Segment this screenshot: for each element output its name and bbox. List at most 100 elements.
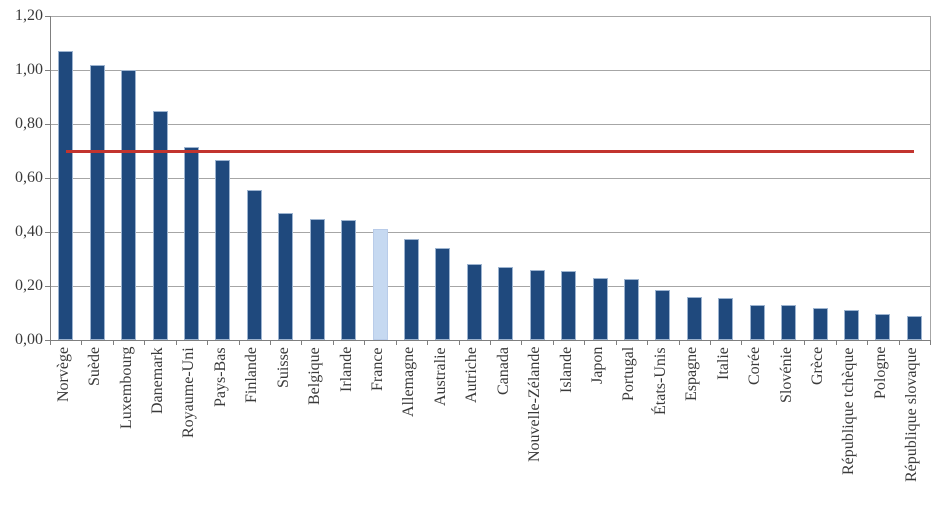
bar-suede [89,64,105,340]
y-axis-tick [45,16,50,17]
bar-portugal [623,279,639,340]
bar-irlande [341,219,357,340]
x-axis-label: Autriche [463,347,481,403]
x-axis-label: France [369,347,386,391]
bar-australie [435,248,451,340]
bar-france [372,229,388,340]
x-axis-tick [867,340,869,345]
gridline [50,177,930,179]
plot-right-border [930,16,931,340]
x-axis-tick [238,340,240,345]
x-axis-tick [930,340,931,345]
y-axis-tick [45,178,50,179]
y-axis-tick-label: 0,80 [15,115,43,132]
x-axis-label: Italie [714,347,732,380]
bar-italie [718,298,734,340]
x-axis-tick [835,340,837,345]
y-axis-tick-label: 0,40 [15,223,43,240]
bar-pays-bas [215,160,231,340]
bar-nouvelle-zelande [529,269,545,340]
y-axis-tick-label: 0,20 [15,277,43,294]
x-axis-label: Nouvelle-Zélande [526,347,544,463]
x-axis-label: Suède [86,347,104,387]
x-axis-tick [112,340,114,345]
x-axis-line [50,340,931,341]
gridline [50,69,930,71]
x-axis-label: Portugal [620,347,638,402]
x-axis-tick [741,340,743,345]
x-axis-tick [364,340,366,345]
gridline [50,123,930,125]
x-axis-label: États-Unis [651,347,669,415]
bar-luxembourg [121,70,137,340]
x-axis-label: Grèce [809,347,826,386]
x-axis-tick [458,340,460,345]
bar-royaume-uni [183,146,199,340]
bar-islande [561,271,577,340]
x-axis-label: Islande [557,347,575,394]
y-axis-tick [45,340,50,341]
bar-belgique [309,218,325,340]
x-axis-label: Royaume-Uni [180,347,198,438]
y-axis-tick [45,286,50,287]
bar-espagne [686,296,702,340]
bar-autriche [466,264,482,340]
x-axis-tick [521,340,523,345]
x-axis-label: Luxembourg [117,347,135,430]
x-axis-label: Corée [746,347,764,386]
plot-area [50,15,931,345]
x-axis-label: Japon [589,347,606,385]
x-axis-label: Suisse [274,347,292,388]
bar-japon [592,277,608,340]
x-axis-label: Finlande [243,347,261,403]
x-axis: Norvège Suède Luxembourg Danemark Royaume-Un… [50,347,930,507]
x-axis-tick [395,340,397,345]
y-axis-tick [45,124,50,125]
x-axis-tick [898,340,900,345]
gridline [50,15,930,17]
x-axis-tick [678,340,680,345]
bar-suisse [278,213,294,340]
bar-finlande [246,190,262,340]
x-axis-tick [615,340,617,345]
x-axis-tick [427,340,429,345]
bar-coree [749,304,765,340]
x-axis-tick [647,340,649,345]
y-axis-tick-label: 0,60 [15,169,43,186]
x-axis-tick [552,340,554,345]
y-axis-tick [45,70,50,71]
x-axis-label: Canada [494,347,512,395]
y-axis-tick-label: 0,00 [15,331,43,348]
bar-norvege [58,51,74,340]
x-axis-tick [710,340,711,345]
bar-grece [812,307,828,340]
x-axis-tick [207,340,209,345]
gridline [50,231,930,233]
x-axis-tick [804,340,806,345]
x-axis-label: Irlande [337,347,355,393]
bar-allemagne [403,238,419,340]
gridline [50,285,930,287]
bar-danemark [152,110,168,340]
x-axis-label: Pays-Bas [211,347,229,407]
x-axis-label: Espagne [683,347,701,402]
x-axis-tick [270,340,271,345]
x-axis-label: Danemark [149,347,166,414]
x-axis-tick [584,340,586,345]
x-axis-label: Slovénie [777,347,795,403]
y-axis-tick-label: 1,20 [15,7,43,24]
x-axis-label: République slovaque [903,347,921,482]
x-axis-label: Belgique [306,347,324,405]
x-axis-tick [332,340,334,345]
x-axis-tick [490,340,491,345]
bar-slovenie [781,304,797,340]
x-axis-label: Norvège [54,347,72,403]
bar-canada [498,267,514,340]
reference-line [65,149,915,153]
x-axis-label: République tchèque [840,347,858,475]
x-axis-tick [144,340,146,345]
x-axis-label: Australie [431,347,449,406]
x-axis-tick [175,340,177,345]
y-axis-line [50,16,51,340]
